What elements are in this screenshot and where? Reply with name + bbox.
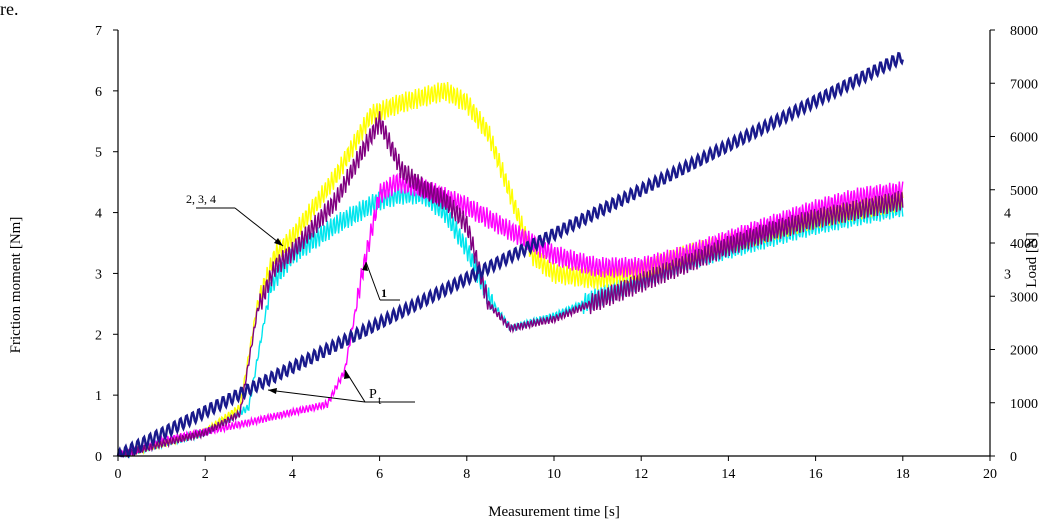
y-tick-label: 1	[95, 389, 102, 404]
y-tick-label: 0	[95, 450, 102, 465]
y2-label-fragment: 4	[1004, 207, 1011, 222]
y-tick-label: 6	[95, 85, 102, 100]
y2-tick-label: 5000	[1010, 184, 1038, 199]
y2-tick-label: 7000	[1010, 77, 1038, 92]
page-text-fragment: re.	[0, 0, 19, 19]
annotation-label-pt-subscript: t	[378, 393, 382, 407]
y2-tick-label: 3000	[1010, 290, 1038, 305]
annotation-leader	[365, 261, 381, 301]
series-line-p-t	[116, 51, 904, 459]
series-line-1	[117, 172, 904, 458]
annotation-label-1: 1	[381, 286, 387, 300]
y2-tick-label: 4000	[1010, 237, 1038, 252]
y-tick-label: 3	[95, 267, 102, 282]
y2-label-fragment: 3	[1004, 267, 1011, 282]
x-tick-label: 4	[289, 467, 296, 482]
x-tick-label: 20	[983, 467, 997, 482]
series-line-3	[117, 111, 904, 458]
annotation-arrowhead	[274, 238, 283, 246]
series-line-2	[117, 81, 904, 458]
y-tick-label: 7	[95, 24, 102, 39]
x-tick-label: 16	[809, 467, 823, 482]
x-tick-label: 0	[115, 467, 122, 482]
x-tick-label: 10	[547, 467, 561, 482]
annotation-arrowhead	[268, 388, 277, 394]
x-tick-label: 18	[896, 467, 910, 482]
x-tick-label: 8	[463, 467, 470, 482]
annotation-leader	[344, 369, 366, 403]
y2-tick-label: 8000	[1010, 24, 1038, 39]
x-tick-label: 6	[376, 467, 383, 482]
y2-axis-title: Load [N]	[1024, 232, 1040, 287]
annotation-leader	[234, 207, 284, 247]
y2-tick-label: 1000	[1010, 397, 1038, 412]
x-tick-label: 12	[634, 467, 648, 482]
x-axis-title: Measurement time [s]	[488, 504, 620, 520]
y2-tick-label: 2000	[1010, 344, 1038, 359]
x-tick-label: 2	[202, 467, 209, 482]
y-tick-label: 5	[95, 146, 102, 161]
y2-tick-label: 6000	[1010, 131, 1038, 146]
annotation-leader	[267, 389, 366, 403]
series-layer	[116, 51, 904, 459]
annotation-arrowhead	[344, 370, 350, 379]
y-axis-title: Friction moment [Nm]	[8, 217, 24, 354]
annotation-label-234: 2, 3, 4	[186, 192, 216, 206]
y-tick-label: 2	[95, 328, 102, 343]
ticks-layer: 0 2 4 6 8 10 12 14 16 18 2001234567010002000300040…	[95, 24, 1038, 482]
y-tick-label: 4	[95, 207, 102, 222]
x-tick-label: 14	[721, 467, 735, 482]
annotation-label-pt: P	[369, 387, 377, 402]
annotation-arrowhead	[362, 262, 368, 271]
y2-tick-label: 0	[1010, 450, 1017, 465]
annotations-layer: 2, 3, 4 1 P t	[186, 192, 415, 407]
